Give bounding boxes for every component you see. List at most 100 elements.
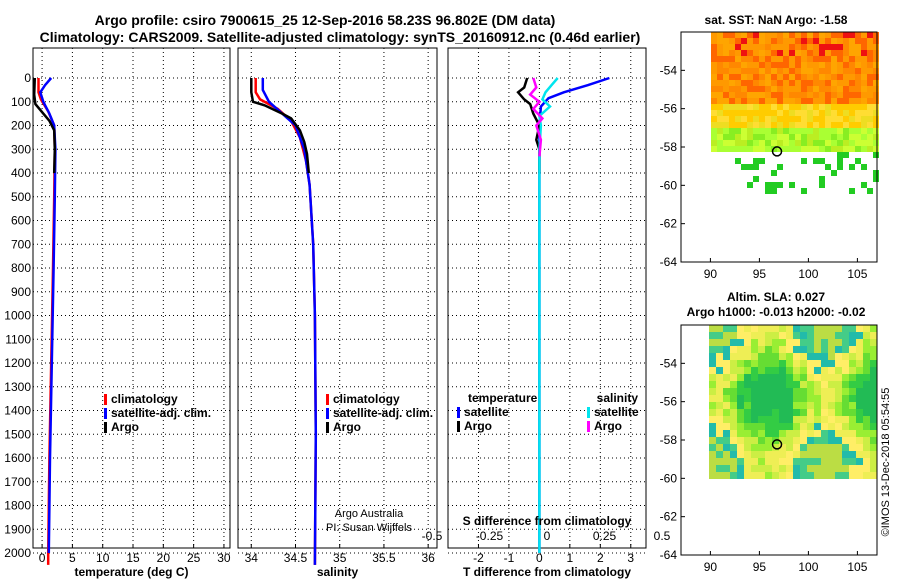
sla-cell xyxy=(723,332,730,339)
sla-cell xyxy=(870,416,877,423)
sla-cell xyxy=(793,325,800,332)
sla-cell xyxy=(821,339,828,346)
sla-cell xyxy=(821,430,828,437)
sst-cell xyxy=(723,80,729,86)
sla-cell xyxy=(849,353,856,360)
sla-cell xyxy=(779,374,786,381)
sla-cell xyxy=(709,451,716,458)
sla-cell xyxy=(723,437,730,444)
x-tick-label: 90 xyxy=(704,267,718,281)
sla-cell xyxy=(793,381,800,388)
sst-cell xyxy=(807,104,813,110)
sla-cell xyxy=(856,381,863,388)
sla-cell xyxy=(800,360,807,367)
sst-cell xyxy=(723,74,729,80)
sst-cell xyxy=(759,38,765,44)
sla-cell xyxy=(772,472,779,479)
sla-cell xyxy=(800,423,807,430)
sla-cell xyxy=(709,437,716,444)
sst-cell xyxy=(825,44,831,50)
sst-cell xyxy=(711,98,717,104)
sla-cell xyxy=(744,332,751,339)
sst-cell xyxy=(849,32,855,38)
sst-cell xyxy=(867,98,873,104)
sst-cell xyxy=(741,110,747,116)
sla-cell xyxy=(835,437,842,444)
legend-swatch xyxy=(587,407,590,418)
y-tick-label: 1600 xyxy=(4,451,31,465)
sla-cell xyxy=(772,409,779,416)
sst-cell xyxy=(771,134,777,140)
sst-cell xyxy=(855,104,861,110)
sla-cell xyxy=(842,430,849,437)
sst-cell xyxy=(753,80,759,86)
sst-cell xyxy=(873,176,879,182)
sla-cell xyxy=(835,381,842,388)
sst-cell xyxy=(819,38,825,44)
legend-entry: climatology xyxy=(111,392,178,406)
sst-cell xyxy=(837,104,843,110)
sla-cell xyxy=(765,332,772,339)
sla-cell xyxy=(793,339,800,346)
sst-cell xyxy=(747,38,753,44)
sst-cell xyxy=(801,56,807,62)
sst-cell xyxy=(717,74,723,80)
sst-cell xyxy=(747,80,753,86)
sla-cell xyxy=(730,423,737,430)
sst-cell xyxy=(873,128,879,134)
sst-cell xyxy=(771,140,777,146)
sla-cell xyxy=(863,409,870,416)
sst-cell xyxy=(825,50,831,56)
sla-cell xyxy=(828,423,835,430)
sst-cell xyxy=(723,92,729,98)
sla-cell xyxy=(828,332,835,339)
sst-cell xyxy=(717,110,723,116)
sla-cell xyxy=(744,381,751,388)
sst-cell xyxy=(873,146,879,152)
sla-cell xyxy=(779,472,786,479)
sla-cell xyxy=(821,437,828,444)
sst-cell xyxy=(855,92,861,98)
sst-cell xyxy=(843,98,849,104)
x-tick-label: 15 xyxy=(126,551,140,565)
sst-cell xyxy=(795,50,801,56)
sla-cell xyxy=(758,339,765,346)
sla-cell xyxy=(814,381,821,388)
sla-cell xyxy=(786,444,793,451)
sla-cell xyxy=(842,444,849,451)
sst-cell xyxy=(807,32,813,38)
sla-cell xyxy=(758,374,765,381)
series-line xyxy=(32,77,57,174)
sst-cell xyxy=(729,74,735,80)
sla-cell xyxy=(842,465,849,472)
sst-cell xyxy=(753,38,759,44)
sst-cell xyxy=(807,146,813,152)
sst-cell xyxy=(765,110,771,116)
sla-cell xyxy=(814,409,821,416)
sla-cell xyxy=(842,472,849,479)
sst-cell xyxy=(813,116,819,122)
sst-cell xyxy=(795,98,801,104)
sla-cell xyxy=(842,409,849,416)
sst-cell xyxy=(801,98,807,104)
sla-cell xyxy=(828,395,835,402)
sst-cell xyxy=(819,128,825,134)
sst-cell xyxy=(795,146,801,152)
sst-cell xyxy=(789,146,795,152)
sst-cell xyxy=(825,92,831,98)
sst-cell xyxy=(795,128,801,134)
sst-cell xyxy=(735,134,741,140)
sla-cell xyxy=(737,388,744,395)
x-axis-label: temperature (deg C) xyxy=(74,565,188,579)
sla-cell xyxy=(709,423,716,430)
sst-cell xyxy=(795,80,801,86)
sla-cell xyxy=(765,388,772,395)
annotation-line: Argo Australia xyxy=(335,508,404,520)
sst-cell xyxy=(777,56,783,62)
sst-cell xyxy=(867,128,873,134)
sla-cell xyxy=(863,374,870,381)
sst-cell xyxy=(735,62,741,68)
sst-cell xyxy=(849,68,855,74)
sst-cell xyxy=(711,68,717,74)
sst-cell xyxy=(711,134,717,140)
